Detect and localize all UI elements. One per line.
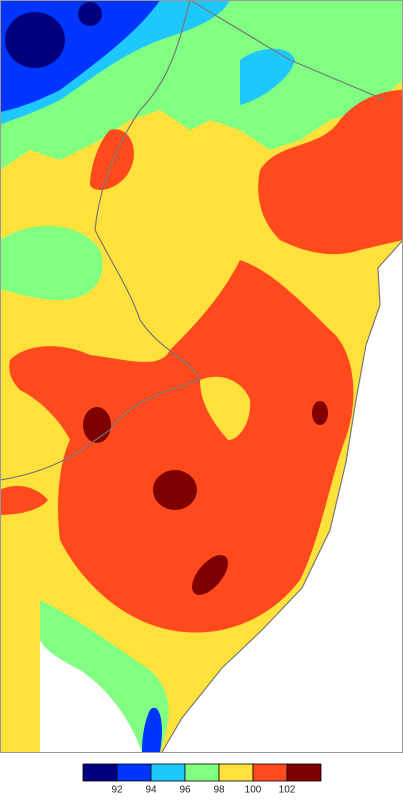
zone-92 xyxy=(5,12,65,68)
legend-tick-label: 98 xyxy=(213,785,225,796)
ny-border xyxy=(189,0,386,101)
legend-swatch xyxy=(286,763,322,782)
zone-102-ne xyxy=(258,90,403,255)
zone-102 xyxy=(9,260,354,633)
delaware-river xyxy=(0,0,201,481)
zone-98-south xyxy=(40,600,169,752)
legend-tick-label: 96 xyxy=(179,785,191,796)
legend-swatch xyxy=(252,763,288,782)
zone-92-b xyxy=(78,2,102,26)
zone-94-south xyxy=(142,707,162,752)
legend: 92 94 96 98 100 102 xyxy=(82,763,322,796)
legend-swatch xyxy=(218,763,254,782)
zone-104-a xyxy=(83,407,111,443)
legend-tick-label: 92 xyxy=(111,785,123,796)
legend-swatch xyxy=(150,763,186,782)
coastline xyxy=(161,239,403,753)
zone-102-west xyxy=(0,485,48,515)
zone-104-d xyxy=(312,401,328,425)
zone-96-ne xyxy=(240,48,295,105)
zone-104-c xyxy=(192,555,228,595)
legend-tick-label: 100 xyxy=(245,785,262,796)
legend-swatch xyxy=(116,763,152,782)
zone-102-n xyxy=(90,129,134,190)
legend-tick-label: 94 xyxy=(145,785,157,796)
state-borders xyxy=(0,0,403,753)
zone-100-inset xyxy=(200,376,251,440)
zone-104-b xyxy=(153,470,197,510)
legend-tick-label: 102 xyxy=(279,785,296,796)
zone-98-west xyxy=(0,226,103,300)
temperature-field xyxy=(0,0,403,752)
legend-swatch xyxy=(184,763,220,782)
legend-swatch xyxy=(82,763,118,782)
